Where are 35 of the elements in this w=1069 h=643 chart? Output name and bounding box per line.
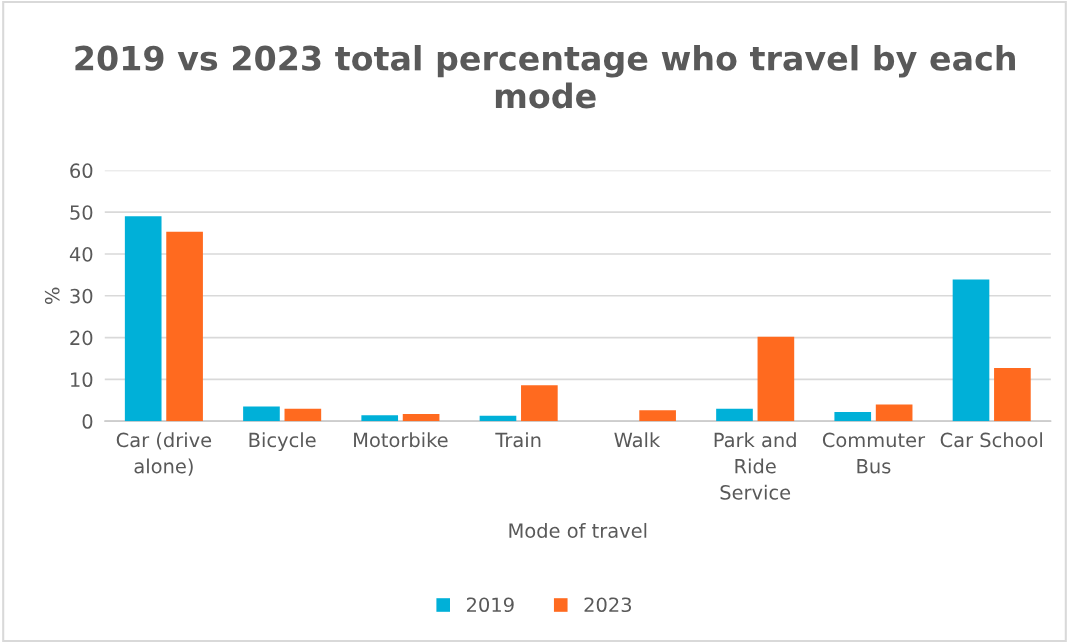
y-tick-label: 20 bbox=[70, 330, 93, 346]
bar bbox=[284, 408, 322, 422]
x-tick-label: Motorbike bbox=[354, 432, 448, 448]
x-tick-label: Train bbox=[495, 432, 541, 448]
bar bbox=[757, 336, 795, 422]
bar bbox=[639, 410, 676, 422]
x-tick-label: Bicycle bbox=[249, 432, 316, 452]
x-tick-label: Park and Ride Service bbox=[714, 432, 796, 500]
y-tick-label: 30 bbox=[70, 288, 93, 304]
y-tick-label: 40 bbox=[69, 246, 93, 262]
y-tick-label: 50 bbox=[70, 205, 93, 220]
bar bbox=[361, 415, 399, 422]
bar bbox=[994, 368, 1031, 422]
y-tick-label: 60 bbox=[70, 163, 93, 179]
legend-label: 2019 bbox=[466, 597, 514, 613]
chart-title: 2019 vs 2023 total percentage who travel by each mode bbox=[75, 45, 1015, 109]
bar bbox=[521, 385, 558, 422]
bar bbox=[479, 415, 517, 422]
legend-label: 2023 bbox=[584, 597, 632, 613]
x-tick-label: Car (drive alone) bbox=[116, 432, 212, 476]
bar bbox=[834, 411, 872, 422]
y-tick-label: 0 bbox=[82, 414, 93, 429]
bar bbox=[952, 279, 990, 422]
bar bbox=[402, 414, 440, 422]
x-axis-title: Mode of travel bbox=[509, 522, 647, 538]
y-axis-title: % bbox=[44, 287, 60, 304]
x-tick-label: Commuter Bus bbox=[822, 432, 926, 474]
bar bbox=[716, 408, 753, 422]
x-tick-label: Walk bbox=[614, 432, 661, 448]
bar bbox=[166, 231, 203, 422]
x-tick-label: Car School bbox=[940, 432, 1042, 448]
y-tick-label: 10 bbox=[71, 372, 93, 388]
bar bbox=[124, 216, 162, 422]
bar bbox=[875, 404, 913, 422]
bar bbox=[243, 406, 280, 422]
